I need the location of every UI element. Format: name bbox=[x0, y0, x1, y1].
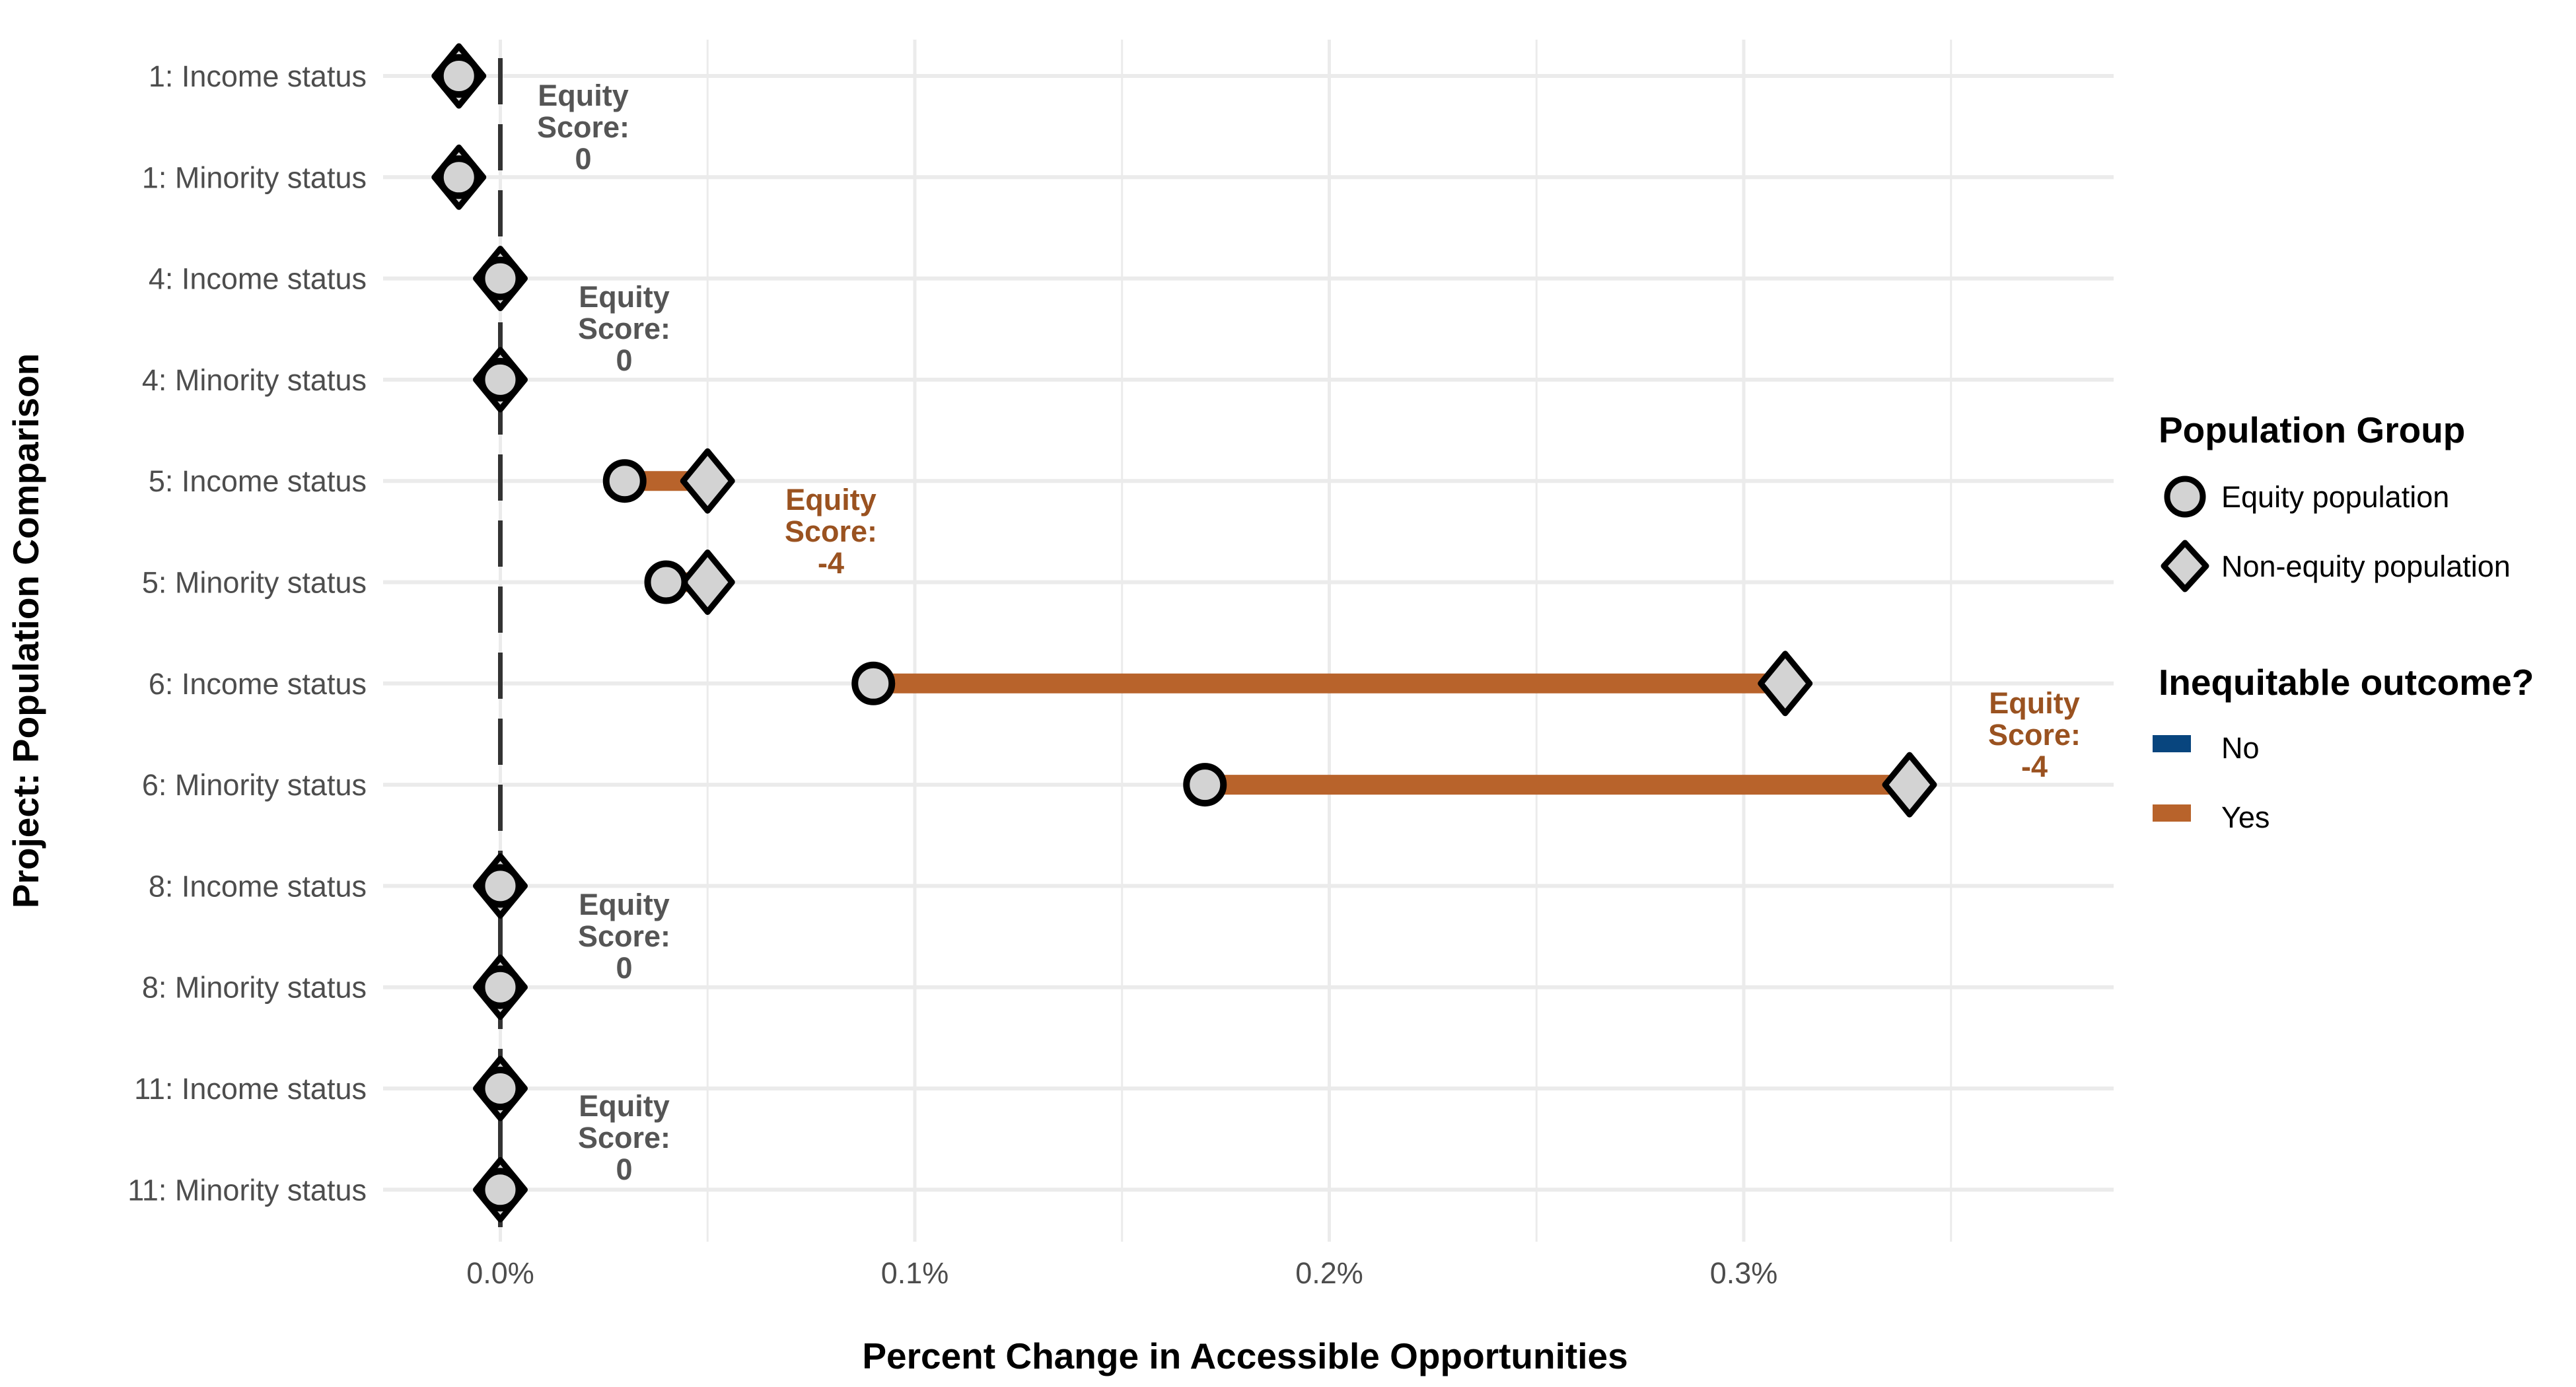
equity-score-label: Equity Score: 0 bbox=[578, 1089, 670, 1186]
color-swatch-yes bbox=[2153, 804, 2191, 822]
y-tick-label: 8: Income status bbox=[149, 869, 367, 903]
y-axis-tick-labels: 1: Income status 1: Minority status 4: Inc… bbox=[127, 59, 367, 1207]
color-swatch-no bbox=[2153, 735, 2191, 752]
circle-marker bbox=[478, 1168, 522, 1212]
circle-marker bbox=[1183, 763, 1227, 807]
diamond-marker bbox=[680, 550, 735, 615]
legend-label: Non-equity population bbox=[2221, 550, 2511, 583]
y-tick-label: 1: Income status bbox=[149, 59, 367, 93]
y-tick-label: 11: Minority status bbox=[127, 1173, 367, 1207]
y-tick-label: 4: Income status bbox=[149, 262, 367, 296]
legend-label: No bbox=[2221, 731, 2260, 765]
circle-marker bbox=[478, 965, 522, 1009]
x-axis-tick-labels: 0.0% 0.1% 0.2% 0.3% bbox=[466, 1256, 1777, 1290]
circle-marker bbox=[437, 155, 481, 199]
equity-score-annotations: Equity Score: 0 Equity Score: 0 Equity Score: -4… bbox=[537, 79, 2081, 1186]
circle-marker bbox=[478, 357, 522, 402]
circle-marker bbox=[602, 459, 647, 503]
circle-marker bbox=[478, 1067, 522, 1110]
diamond-marker bbox=[1758, 651, 1813, 717]
x-axis-title: Percent Change in Accessible Opportuniti… bbox=[862, 1335, 1628, 1376]
x-tick-label: 0.0% bbox=[466, 1256, 534, 1290]
y-tick-label: 5: Income status bbox=[149, 464, 367, 498]
x-tick-label: 0.3% bbox=[1710, 1256, 1778, 1290]
circle-marker bbox=[437, 54, 481, 98]
legend-item-yes: Yes bbox=[2153, 800, 2270, 834]
diamond-icon bbox=[2161, 540, 2209, 592]
equity-score-label: Equity Score: 0 bbox=[537, 79, 629, 176]
y-axis-title: Project: Population Comparison bbox=[5, 353, 46, 908]
y-tick-label: 6: Minority status bbox=[142, 768, 367, 802]
x-tick-label: 0.2% bbox=[1295, 1256, 1363, 1290]
y-tick-label: 8: Minority status bbox=[142, 971, 367, 1005]
legend-label: Equity population bbox=[2221, 480, 2449, 514]
equity-score-label: Equity Score: -4 bbox=[1988, 686, 2081, 783]
data-markers bbox=[431, 43, 1937, 1223]
grid-lines bbox=[383, 40, 2114, 1242]
equity-score-label: Equity Score: -4 bbox=[785, 483, 877, 580]
y-tick-label: 11: Income status bbox=[134, 1072, 367, 1106]
y-tick-label: 1: Minority status bbox=[142, 160, 367, 194]
circle-icon bbox=[2164, 476, 2206, 518]
y-tick-label: 5: Minority status bbox=[142, 566, 367, 600]
legend-title-population-group: Population Group bbox=[2159, 409, 2465, 450]
x-tick-label: 0.1% bbox=[881, 1256, 949, 1290]
y-tick-label: 4: Minority status bbox=[142, 363, 367, 397]
legend-item-equity-population: Equity population bbox=[2164, 476, 2449, 518]
legend: Population Group Equity population Non-e… bbox=[2153, 409, 2534, 834]
y-tick-label: 6: Income status bbox=[149, 667, 367, 701]
diamond-marker bbox=[1882, 752, 1937, 818]
legend-item-non-equity-population: Non-equity population bbox=[2161, 540, 2511, 592]
circle-marker bbox=[851, 661, 896, 705]
circle-marker bbox=[478, 864, 522, 908]
circle-marker bbox=[478, 256, 522, 301]
diamond-marker bbox=[680, 448, 735, 514]
legend-title-inequitable-outcome: Inequitable outcome? bbox=[2159, 662, 2534, 703]
legend-label: Yes bbox=[2221, 800, 2270, 834]
circle-marker bbox=[644, 560, 688, 604]
equity-score-label: Equity Score: 0 bbox=[578, 888, 670, 985]
legend-item-no: No bbox=[2153, 731, 2260, 765]
equity-score-label: Equity Score: 0 bbox=[578, 280, 670, 377]
